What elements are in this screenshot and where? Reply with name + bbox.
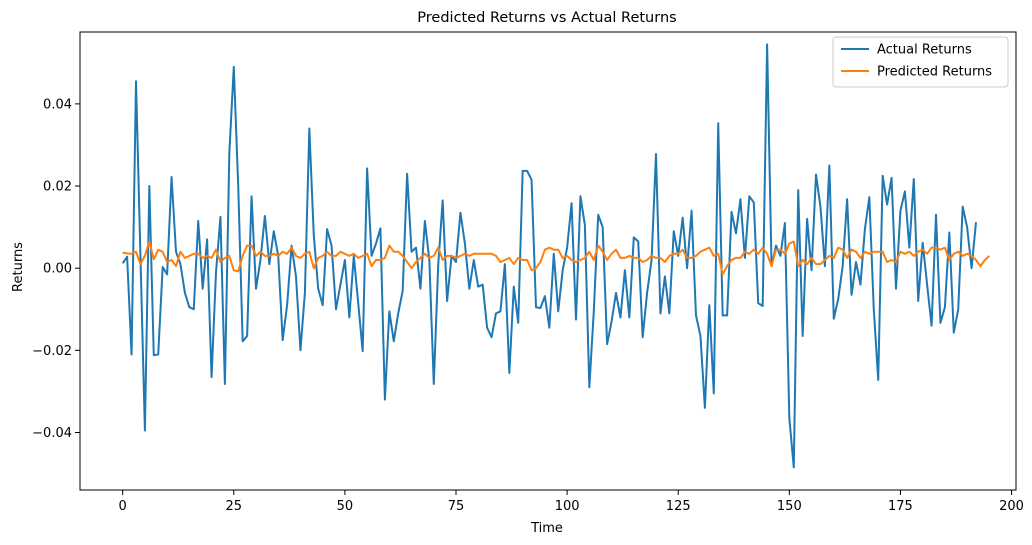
y-axis-label: Returns (11, 242, 26, 292)
x-tick-label: 50 (337, 499, 354, 514)
x-axis-label: Time (530, 521, 563, 536)
x-tick-label: 200 (999, 499, 1024, 514)
x-tick-label: 100 (555, 499, 580, 514)
plot-area (79, 31, 1017, 491)
series-line-actual-returns (121, 43, 977, 469)
y-tick-label: 0.04 (43, 97, 72, 112)
y-tick-label: 0.02 (43, 180, 72, 195)
x-axis: 0 25 50 75 100 125 150 175 200 (119, 490, 1024, 514)
y-tick-label: 0.00 (43, 262, 72, 277)
legend-label: Actual Returns (877, 43, 972, 58)
legend-label: Predicted Returns (877, 65, 992, 80)
legend-box (832, 36, 1009, 88)
plot-frame (79, 31, 1017, 491)
x-tick-label: 150 (777, 499, 802, 514)
series-line-predicted-returns (122, 240, 991, 276)
x-tick-label: 25 (226, 499, 243, 514)
x-tick-label: 125 (666, 499, 691, 514)
x-tick-label: 175 (888, 499, 913, 514)
y-tick-label: −0.04 (32, 426, 72, 441)
legend: Actual Returns Predicted Returns (832, 36, 1009, 88)
x-tick-label: 0 (119, 499, 127, 514)
chart-title: Predicted Returns vs Actual Returns (417, 10, 676, 26)
x-tick-label: 75 (448, 499, 465, 514)
y-tick-label: −0.02 (32, 344, 72, 359)
y-axis: −0.04 −0.02 0.00 0.02 0.04 (32, 97, 80, 441)
